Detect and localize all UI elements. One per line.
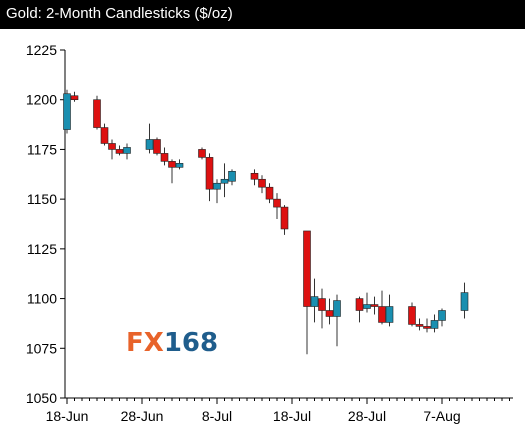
svg-text:FX168: FX168 (126, 328, 218, 358)
candle (303, 230, 311, 355)
x-tick-label: 8-Jul (202, 408, 232, 424)
candle (213, 179, 221, 204)
candle (100, 123, 109, 146)
candle-body-up (363, 304, 371, 309)
candle-body-down (318, 298, 326, 311)
candle (220, 163, 229, 198)
candle (70, 91, 79, 102)
chart-axes: 1050 1075 1100 1125 1150 1175 1200 1225 18-Jun 28… (26, 42, 513, 424)
candle-body-up (430, 320, 439, 329)
candle-body-down (265, 186, 274, 200)
candle-body-down (100, 127, 109, 144)
candle (63, 89, 71, 134)
candle-body-down (408, 306, 416, 325)
y-tick-label: 1200 (26, 92, 57, 108)
candle (250, 169, 259, 186)
candle (273, 193, 281, 220)
candle-body-down (415, 324, 424, 327)
candle (123, 143, 131, 160)
title-bar: Gold: 2-Month Candlesticks ($/oz) (0, 0, 525, 29)
candle-body-up (123, 147, 131, 154)
x-tick-label: 18-Jul (273, 408, 311, 424)
candle-body-down (108, 143, 116, 150)
y-tick-label: 1125 (27, 241, 57, 257)
candle (355, 296, 364, 323)
candle-body-up (460, 292, 469, 311)
candle (153, 137, 161, 156)
candle-body-down (198, 149, 206, 158)
candle (460, 282, 469, 319)
y-tick-label: 1150 (27, 191, 57, 207)
candle-body-down (153, 139, 161, 154)
candle (258, 175, 266, 194)
candle-body-down (205, 157, 214, 190)
candle (265, 183, 274, 204)
candle (333, 294, 341, 347)
candle-body-up (63, 93, 71, 130)
candle (385, 294, 394, 327)
candle (198, 147, 206, 160)
candle-body-up (220, 178, 229, 184)
logo-168-part: 168 (164, 328, 218, 358)
candle-body-up (385, 306, 394, 323)
y-tick-label: 1075 (26, 340, 57, 356)
candle (280, 205, 289, 235)
candle (228, 169, 236, 186)
candle-body-up (145, 139, 154, 150)
candle (205, 153, 214, 202)
candle-body-down (370, 304, 379, 307)
candle (93, 95, 101, 130)
candle-body-down (258, 178, 266, 188)
chart-title: Gold: 2-Month Candlesticks ($/oz) (6, 5, 233, 22)
candle-body-down (93, 99, 101, 128)
candle-body-down (378, 306, 386, 323)
candle (378, 290, 386, 325)
candles-group (63, 89, 469, 355)
x-tick-label: 28-Jul (348, 408, 386, 424)
candle-body-down (423, 326, 431, 329)
candle (108, 139, 116, 160)
candle (310, 278, 319, 323)
y-tick-label: 1225 (26, 42, 57, 58)
y-tick-label: 1175 (27, 141, 57, 157)
candle-body-down (70, 95, 79, 101)
logo-fx-part: FX (126, 328, 164, 358)
candle (423, 318, 431, 333)
x-tick-label: 7-Aug (423, 408, 460, 424)
candle-body-down (250, 172, 259, 180)
candle-body-down (325, 310, 334, 317)
candle (168, 159, 176, 184)
candle (175, 159, 184, 170)
candle (325, 298, 334, 325)
candle (408, 302, 416, 327)
candle (430, 314, 439, 333)
candle-body-down (303, 230, 311, 307)
fx168-logo: FX168 (126, 328, 218, 358)
candle-body-up (228, 171, 236, 182)
candle (438, 308, 446, 327)
y-tick-label: 1050 (26, 390, 57, 406)
candle-body-down (168, 161, 176, 168)
candle-body-down (280, 206, 289, 230)
candle-body-down (273, 198, 281, 208)
candle (160, 147, 169, 166)
candle-body-up (175, 163, 184, 168)
candle (318, 288, 326, 329)
x-tick-label: 28-Jun (121, 408, 164, 424)
candle (370, 296, 379, 315)
candle-body-up (213, 182, 221, 190)
candle (145, 123, 154, 154)
candle (415, 318, 424, 331)
candle-body-down (355, 298, 364, 311)
x-tick-label: 18-Jun (46, 408, 89, 424)
y-tick-label: 1100 (27, 291, 57, 307)
candle (363, 292, 371, 313)
candle-body-down (115, 149, 124, 154)
candle-body-up (310, 296, 319, 307)
candle-body-up (333, 300, 341, 317)
candle-body-up (438, 310, 446, 321)
candle (115, 145, 124, 156)
candle-body-down (160, 153, 169, 162)
